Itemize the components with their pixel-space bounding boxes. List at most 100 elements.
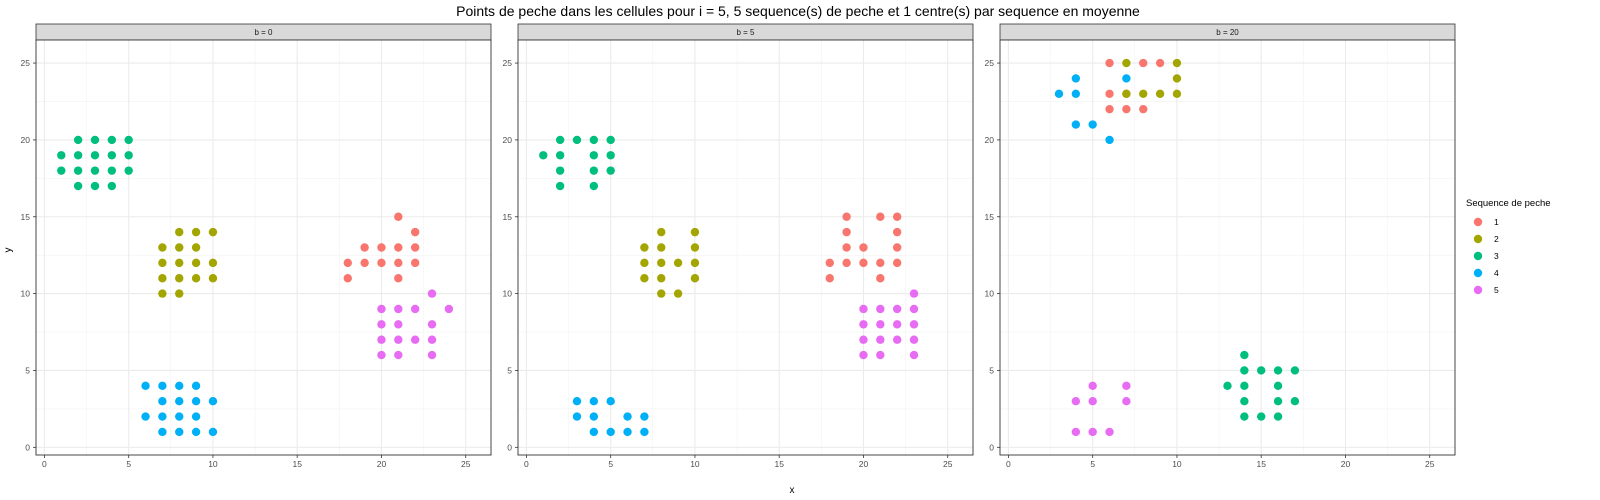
x-tick-label: 15	[292, 459, 302, 469]
data-point	[589, 166, 599, 175]
data-point	[1172, 89, 1182, 98]
facet-panel: b = 0 0 5 10 15 20 25 0 5 10 15 20 25	[21, 23, 492, 469]
data-point	[191, 227, 201, 237]
legend-item: 4	[1473, 268, 1499, 278]
legend: Sequence de peche 1 2 3 4 5	[1466, 198, 1551, 295]
data-point	[909, 304, 919, 314]
data-point	[876, 274, 885, 283]
data-point	[175, 427, 184, 437]
series-2	[1122, 58, 1182, 98]
data-point	[1273, 381, 1283, 391]
data-point	[892, 335, 902, 344]
data-point	[623, 427, 632, 437]
legend-item: 5	[1473, 285, 1499, 295]
data-point	[673, 289, 683, 298]
data-point	[640, 243, 649, 252]
data-point	[410, 243, 420, 252]
data-point	[1122, 381, 1131, 391]
data-point	[657, 243, 666, 252]
data-point	[208, 397, 218, 406]
data-point	[1105, 89, 1114, 98]
data-point	[572, 412, 582, 421]
data-point	[191, 397, 201, 406]
data-point	[690, 243, 700, 252]
data-point	[394, 350, 403, 360]
data-point	[555, 151, 565, 160]
data-point	[876, 350, 885, 360]
legend-key	[1473, 217, 1483, 227]
data-point	[892, 243, 902, 252]
data-point	[158, 381, 167, 391]
x-tick-label: 0	[42, 459, 47, 469]
x-tick-label: 20	[377, 459, 387, 469]
y-tick-label: 5	[989, 365, 994, 375]
x-tick-label: 20	[859, 459, 869, 469]
data-point	[377, 258, 386, 268]
data-point	[1172, 58, 1182, 68]
data-point	[1155, 58, 1165, 68]
series-3	[57, 135, 133, 191]
facet-strip-label: b = 0	[254, 28, 273, 37]
x-tick-label: 20	[1341, 459, 1351, 469]
y-tick-label: 5	[507, 365, 512, 375]
panel-background	[518, 40, 973, 455]
data-point	[175, 243, 184, 252]
data-point	[673, 258, 683, 268]
data-point	[1139, 58, 1148, 68]
data-point	[57, 151, 66, 160]
data-point	[825, 258, 834, 268]
data-point	[158, 258, 167, 268]
data-point	[1223, 381, 1232, 391]
x-tick-label: 15	[774, 459, 784, 469]
data-point	[1155, 89, 1165, 98]
y-tick-label: 25	[21, 58, 31, 68]
legend-key	[1473, 234, 1483, 244]
data-point	[158, 412, 167, 421]
data-point	[158, 243, 167, 252]
data-point	[191, 412, 201, 421]
data-point	[208, 274, 218, 283]
data-point	[892, 320, 902, 329]
legend-item: 1	[1473, 217, 1499, 227]
data-point	[191, 243, 201, 252]
data-point	[377, 320, 386, 329]
x-tick-label: 10	[208, 459, 218, 469]
panel-border	[517, 39, 974, 456]
data-point	[842, 227, 851, 237]
data-point	[1240, 412, 1249, 421]
data-point	[377, 350, 386, 360]
series-4	[141, 381, 218, 437]
data-point	[657, 274, 666, 283]
x-tick-label: 0	[524, 459, 529, 469]
data-point	[1122, 397, 1131, 406]
data-point	[343, 274, 352, 283]
y-tick-label: 10	[985, 289, 995, 299]
data-point	[410, 304, 420, 314]
x-tick-label: 15	[1256, 459, 1266, 469]
data-point	[859, 304, 868, 314]
y-tick-label: 0	[507, 442, 512, 452]
data-point	[158, 274, 167, 283]
series-2	[640, 227, 700, 298]
data-point	[1105, 58, 1114, 68]
y-tick-label: 20	[503, 135, 513, 145]
x-tick-label: 10	[1172, 459, 1182, 469]
data-point	[1273, 397, 1283, 406]
data-point	[191, 258, 201, 268]
data-point	[73, 151, 83, 160]
data-point	[606, 135, 615, 145]
x-axis-label: x	[790, 485, 795, 496]
data-point	[909, 320, 919, 329]
legend-label: 5	[1494, 285, 1499, 295]
x-tick-label: 0	[1006, 459, 1011, 469]
data-point	[191, 427, 201, 437]
data-point	[1122, 74, 1131, 83]
data-point	[1088, 397, 1097, 406]
x-tick-label: 5	[126, 459, 131, 469]
panel-background	[1000, 40, 1455, 455]
data-point	[394, 243, 403, 252]
series-4	[1054, 74, 1131, 145]
data-point	[859, 335, 868, 344]
data-point	[1105, 427, 1114, 437]
panel-border	[999, 39, 1456, 456]
